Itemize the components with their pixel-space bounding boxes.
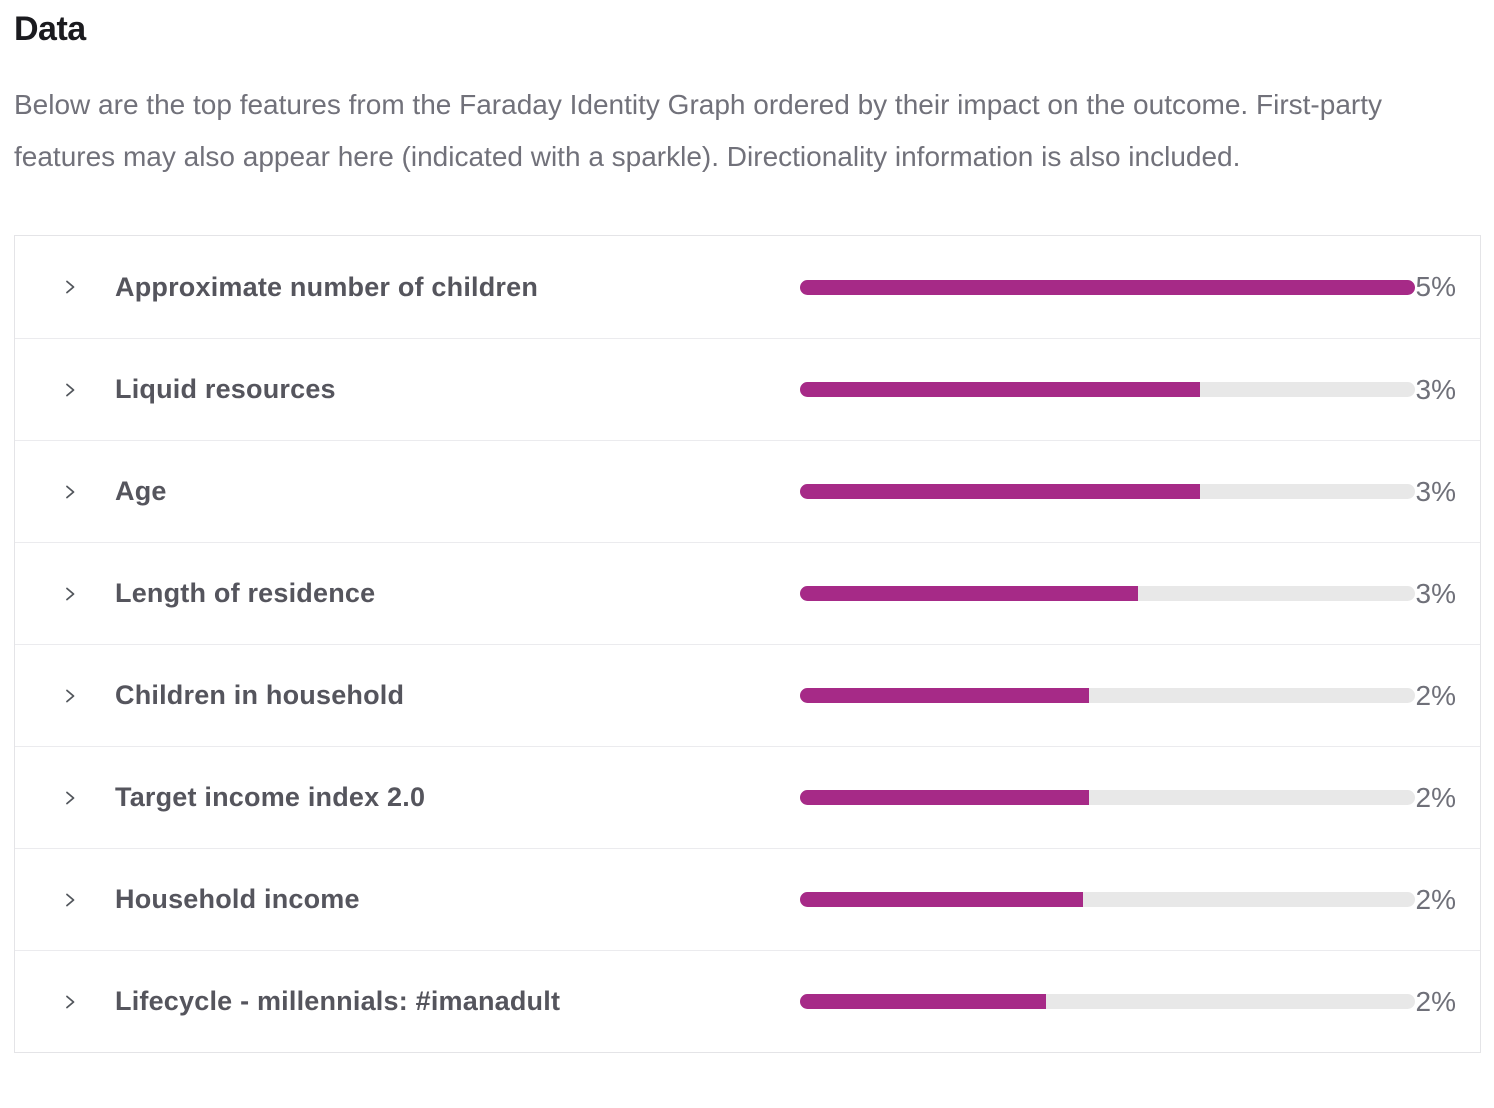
chevron-right-icon[interactable]	[62, 688, 78, 704]
impact-bar-fill	[800, 790, 1090, 805]
chevron-right-icon[interactable]	[62, 279, 78, 295]
chevron-right-icon[interactable]	[62, 790, 78, 806]
feature-label: Target income index 2.0	[115, 782, 426, 812]
chevron-right-icon[interactable]	[62, 586, 78, 602]
impact-value: 5%	[1415, 271, 1456, 302]
impact-bar-track	[800, 892, 1415, 907]
impact-bar-track	[800, 382, 1415, 397]
chevron-right-icon[interactable]	[62, 382, 78, 398]
feature-label: Household income	[115, 884, 360, 914]
feature-row[interactable]: Target income index 2.0 2%	[15, 746, 1480, 848]
impact-bar-track	[800, 279, 1415, 295]
impact-value: 2%	[1415, 781, 1456, 813]
impact-value: 3%	[1415, 577, 1456, 609]
feature-row[interactable]: Approximate number of children 5%	[15, 236, 1480, 338]
impact-bar-track	[800, 484, 1415, 499]
impact-bar-fill	[800, 892, 1083, 907]
impact-value: 3%	[1415, 475, 1456, 507]
feature-row[interactable]: Lifecycle - millennials: #imanadult 2%	[15, 950, 1480, 1052]
impact-bar-fill	[800, 688, 1090, 703]
feature-row[interactable]: Length of residence 3%	[15, 542, 1480, 644]
feature-label: Length of residence	[115, 578, 376, 608]
feature-label: Liquid resources	[115, 374, 336, 404]
feature-row[interactable]: Household income 2%	[15, 848, 1480, 950]
chevron-right-icon[interactable]	[62, 994, 78, 1010]
impact-value: 2%	[1415, 985, 1456, 1017]
feature-row[interactable]: Age 3%	[15, 440, 1480, 542]
page-description: Below are the top features from the Fara…	[14, 89, 1382, 172]
features-card: Approximate number of children 5% Liquid…	[14, 235, 1481, 1053]
feature-row[interactable]: Children in household 2%	[15, 644, 1480, 746]
feature-label: Children in household	[115, 680, 405, 710]
impact-bar-track	[800, 994, 1415, 1009]
impact-bar-track	[800, 790, 1415, 805]
impact-bar-fill	[800, 484, 1200, 499]
feature-rows-list: Approximate number of children 5% Liquid…	[15, 236, 1480, 1052]
impact-bar-fill	[800, 382, 1200, 397]
data-section: Data Below are the top features from the…	[14, 10, 1481, 1053]
feature-row[interactable]: Liquid resources 3%	[15, 338, 1480, 440]
impact-bar-fill	[800, 586, 1139, 601]
impact-value: 3%	[1415, 373, 1456, 405]
feature-label: Approximate number of children	[115, 271, 539, 302]
impact-bar-fill	[800, 994, 1046, 1009]
feature-label: Lifecycle - millennials: #imanadult	[115, 986, 561, 1016]
impact-bar-fill	[800, 279, 1415, 295]
page-title: Data	[14, 10, 86, 48]
chevron-right-icon[interactable]	[62, 892, 78, 908]
impact-value: 2%	[1415, 883, 1456, 915]
impact-bar-track	[800, 586, 1415, 601]
impact-bar-track	[800, 688, 1415, 703]
feature-label: Age	[115, 476, 167, 506]
impact-value: 2%	[1415, 679, 1456, 711]
chevron-right-icon[interactable]	[62, 484, 78, 500]
